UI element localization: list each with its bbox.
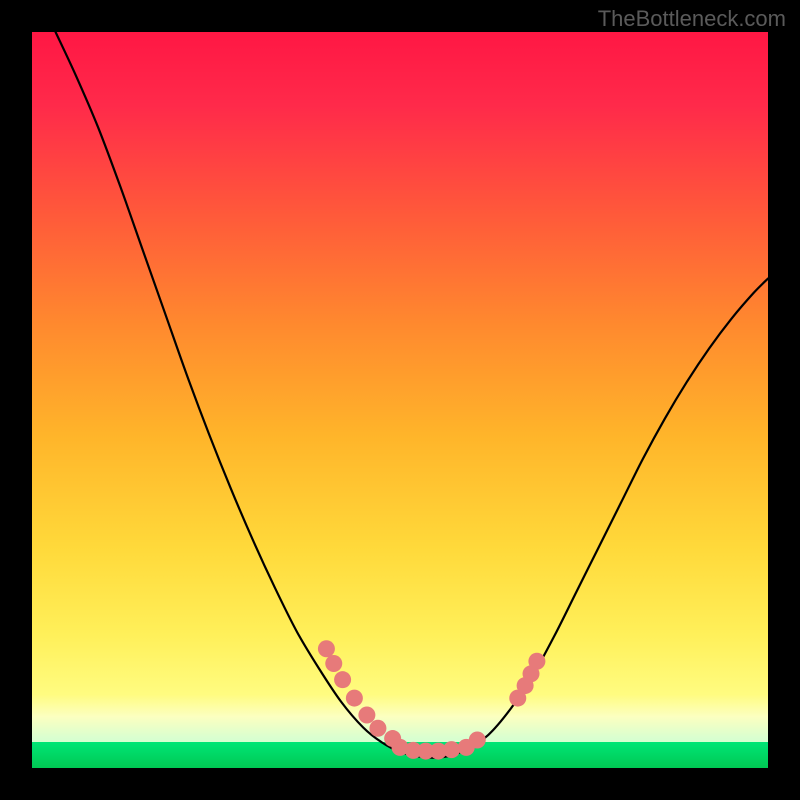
watermark-text: TheBottleneck.com <box>598 6 786 32</box>
data-marker <box>443 741 460 758</box>
marker-group <box>318 640 545 759</box>
data-marker <box>358 707 375 724</box>
chart-plot-area <box>32 32 768 768</box>
data-marker <box>325 655 342 672</box>
data-marker <box>346 690 363 707</box>
data-marker <box>528 653 545 670</box>
data-marker <box>318 640 335 657</box>
data-marker <box>469 732 486 749</box>
bottleneck-curve <box>56 32 768 758</box>
chart-svg <box>32 32 768 768</box>
data-marker <box>334 671 351 688</box>
data-marker <box>369 720 386 737</box>
